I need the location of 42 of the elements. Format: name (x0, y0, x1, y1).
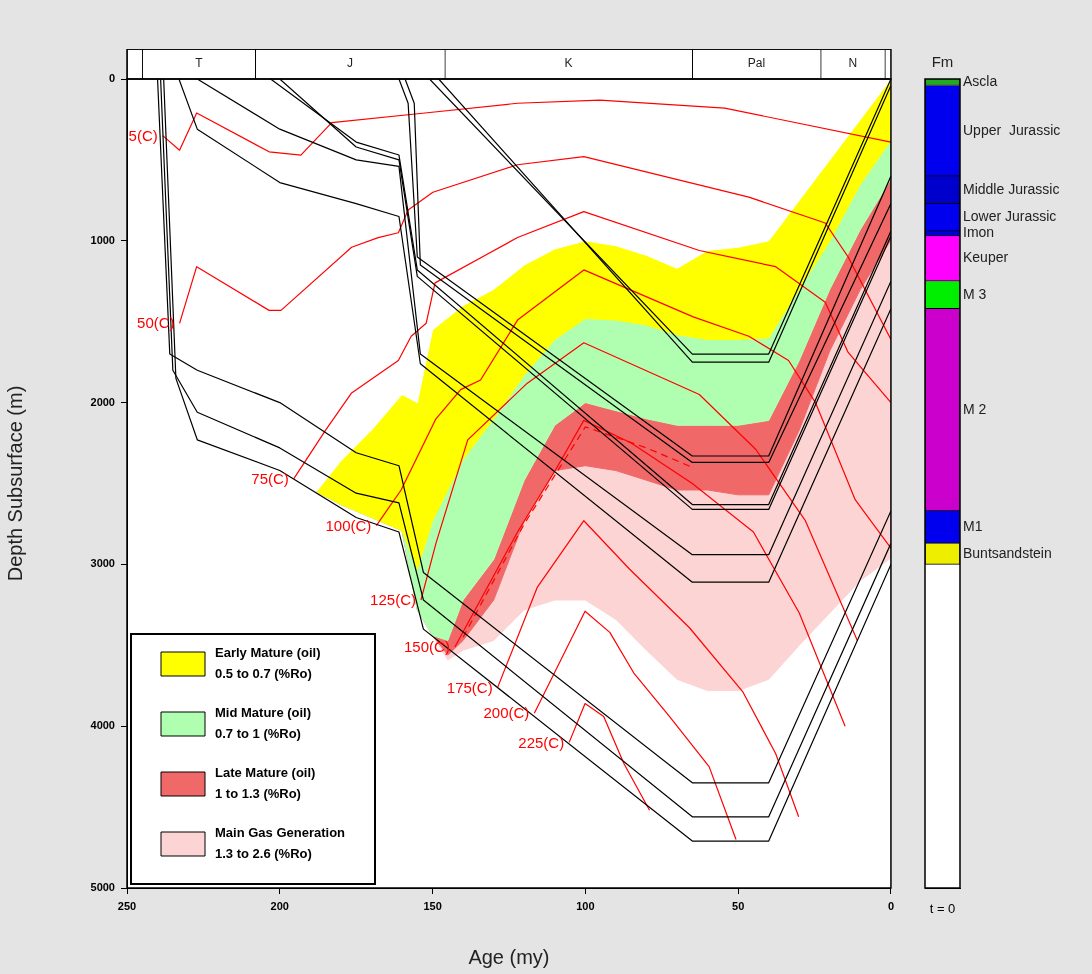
series-label: T (195, 56, 204, 71)
y-tick-label: 5000 (90, 881, 115, 894)
series-label: M 3 (963, 285, 987, 302)
legend-label: Main Gas Generation 1.3 to 2.6 (%Ro) (215, 824, 346, 861)
series-label: M 2 (963, 400, 987, 417)
x-tick-label: 250 (117, 899, 137, 912)
series-label: Upper Jurassic (963, 121, 1061, 138)
x-tick-label: t = 0 (929, 901, 956, 917)
series-label: Ascla (963, 73, 998, 90)
series-label: 5(C) (128, 126, 158, 144)
x-tick-label: 0 (887, 899, 894, 912)
x-tick-label: 200 (270, 899, 289, 912)
series-label: 100(C) (325, 516, 372, 534)
legend-label: Late Mature (oil) 1 to 1.3 (%Ro) (215, 764, 316, 801)
series-label: 225(C) (518, 733, 565, 751)
legend-label: Early Mature (oil) 0.5 to 0.7 (%Ro) (215, 644, 321, 681)
x-axis-title: Age (my) (468, 945, 550, 968)
y-tick-label: 2000 (90, 395, 115, 408)
y-tick-label: 0 (108, 72, 115, 85)
x-tick-label: 150 (423, 899, 442, 912)
y-tick-label: 1000 (90, 233, 115, 246)
series-label: Middle Jurassic (963, 180, 1060, 197)
series-label: 175(C) (446, 678, 493, 696)
y-tick-label: 3000 (90, 557, 115, 570)
series-label: Buntsandstein (963, 544, 1052, 561)
y-tick-label: 4000 (90, 719, 115, 732)
series-label: Imon (963, 224, 995, 241)
series-label: K (564, 56, 573, 71)
series-label: 125(C) (370, 591, 416, 609)
x-tick-label: 100 (576, 899, 595, 912)
series-label: J (347, 56, 354, 71)
series-label: N (848, 56, 858, 71)
y-axis-title: Depth Subsurface (m) (3, 385, 26, 582)
series-label: Keuper (963, 249, 1009, 266)
series-label: Lower Jurassic (963, 208, 1057, 225)
x-tick-label: 50 (732, 899, 745, 912)
series-label: 75(C) (251, 469, 289, 487)
chart-title: Fm (931, 53, 954, 71)
series-label: 200(C) (483, 704, 530, 722)
series-label: M1 (963, 518, 983, 535)
series-label: Pal (747, 56, 766, 71)
legend-label: Mid Mature (oil) 0.7 to 1 (%Ro) (215, 704, 312, 741)
